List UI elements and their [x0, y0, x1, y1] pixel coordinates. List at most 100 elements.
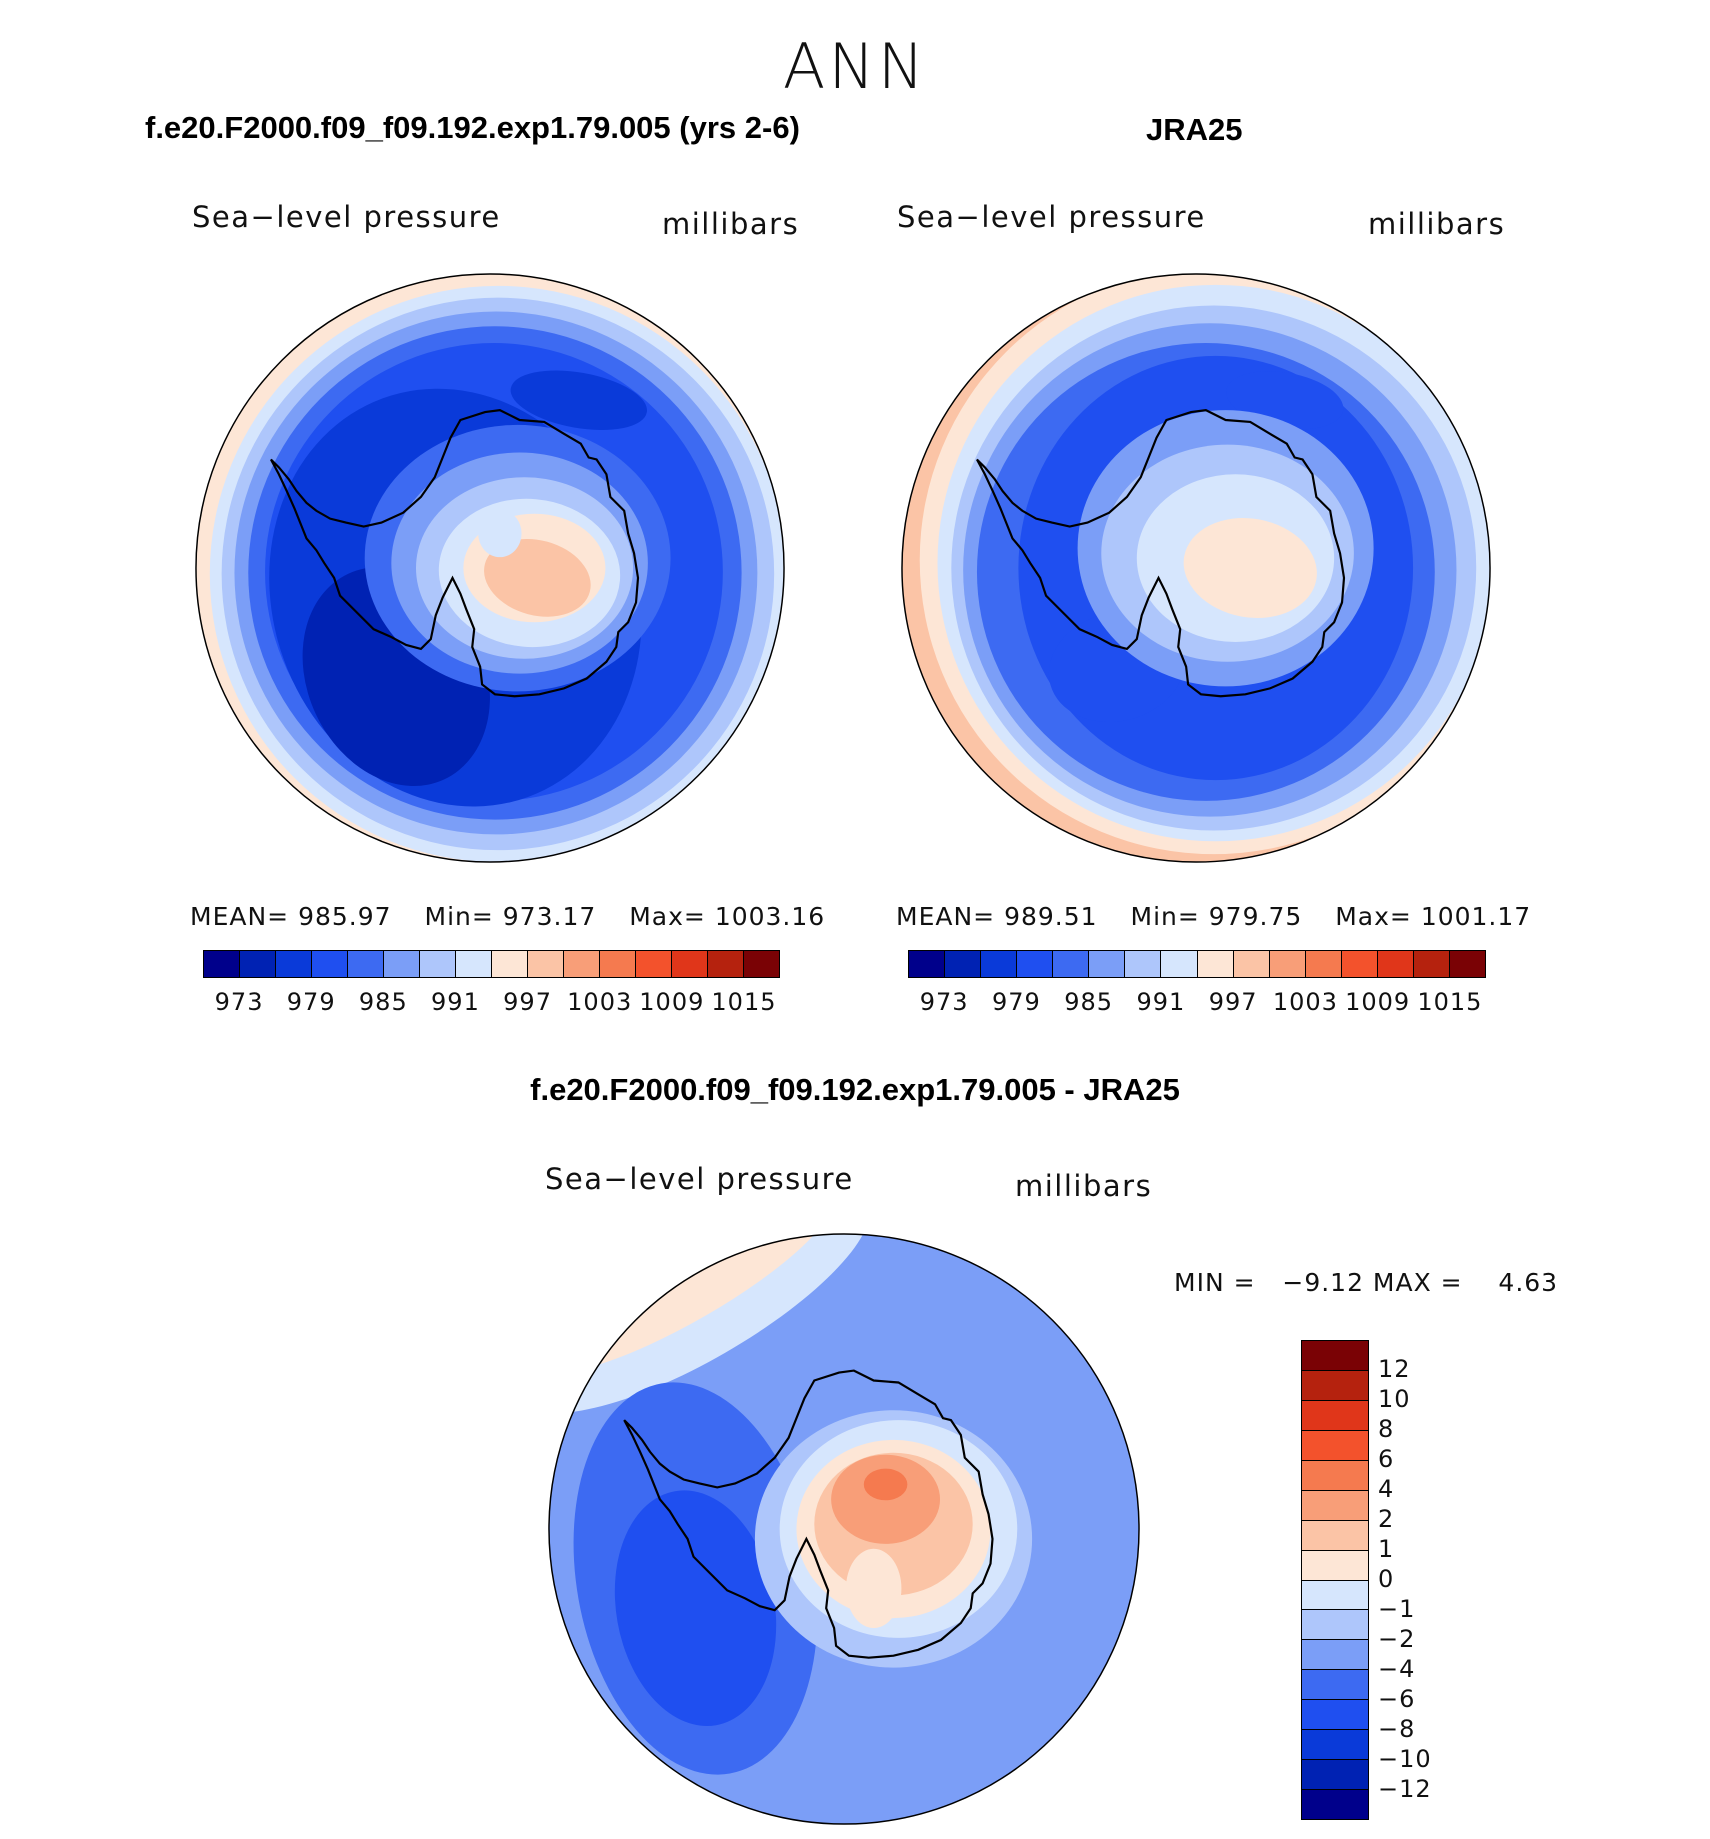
colorbar-swatch: [1269, 951, 1306, 977]
colorbar-swatch: [240, 951, 276, 977]
contour-band: [1183, 518, 1317, 618]
colorbar-swatch: [1017, 951, 1054, 977]
colorbar-swatch: [1302, 1640, 1368, 1671]
colorbar-swatch: [1377, 951, 1414, 977]
colorbar-swatch: [1302, 1730, 1368, 1761]
diff-left-label: Sea−level pressure: [545, 1162, 854, 1196]
colorbar-tick-label: 997: [1208, 988, 1258, 1016]
model-stats: MEAN= 985.97 Min= 973.17 Max= 1003.16: [190, 902, 825, 931]
contour-band: [478, 509, 522, 558]
colorbar-swatch: [1302, 1430, 1368, 1461]
colorbar-swatch: [276, 951, 312, 977]
colorbar-tick-label: −6: [1378, 1685, 1416, 1713]
colorbar-swatch: [1341, 951, 1378, 977]
colorbar-swatch: [348, 951, 384, 977]
max-value: 1003.16: [714, 902, 826, 931]
colorbar-swatch: [420, 951, 456, 977]
map-fill: [195, 273, 785, 863]
season-title: ANN: [782, 30, 928, 103]
colorbar-swatch: [1302, 1670, 1368, 1701]
difference-polar-map: [548, 1233, 1140, 1825]
diff-case-title: f.e20.F2000.f09_f09.192.exp1.79.005 - JR…: [530, 1072, 1180, 1107]
map-fill: [548, 1233, 1140, 1825]
colorbar-swatch: [1089, 951, 1126, 977]
colorbar-swatch: [1302, 1400, 1368, 1431]
map-fill: [901, 273, 1491, 863]
colorbar-swatch: [1233, 951, 1270, 977]
colorbar-swatch: [636, 951, 672, 977]
colorbar-swatch: [909, 951, 946, 977]
colorbar-swatch: [456, 951, 492, 977]
colorbar-tick-label: 2: [1378, 1505, 1395, 1533]
obs-colorbar: [908, 950, 1486, 978]
colorbar-tick-label: 8: [1378, 1415, 1395, 1443]
colorbar-swatch: [744, 951, 779, 977]
colorbar-tick-label: −4: [1378, 1655, 1416, 1683]
colorbar-swatch: [1413, 951, 1450, 977]
colorbar-tick-label: 1003: [567, 988, 633, 1016]
colorbar-tick-label: 6: [1378, 1445, 1395, 1473]
mean-value: 985.97: [298, 902, 392, 931]
colorbar-tick-label: 12: [1378, 1355, 1411, 1383]
colorbar-swatch: [981, 951, 1018, 977]
model-left-label: Sea−level pressure: [192, 200, 501, 234]
colorbar-swatch: [204, 951, 240, 977]
antarctica-coastline: [976, 409, 1346, 698]
obs-polar-map: [901, 273, 1491, 863]
colorbar-tick-label: −2: [1378, 1625, 1416, 1653]
colorbar-swatch: [528, 951, 564, 977]
colorbar-swatch: [1053, 951, 1090, 977]
colorbar-swatch: [1302, 1760, 1368, 1791]
model-colorbar-ticks: 973 979 985 991 997 1003 1009 1015: [203, 988, 780, 1018]
colorbar-tick-label: 1: [1378, 1535, 1395, 1563]
obs-stats: MEAN= 989.51 Min= 979.75 Max= 1001.17: [896, 902, 1531, 931]
map-boundary: [548, 1233, 1140, 1825]
colorbar-swatch: [600, 951, 636, 977]
colorbar-swatch: [384, 951, 420, 977]
model-colorbar: [203, 950, 780, 978]
colorbar-tick-label: 1009: [639, 988, 705, 1016]
colorbar-tick-label: 991: [1136, 988, 1186, 1016]
colorbar-swatch: [672, 951, 708, 977]
antarctica-coastline: [270, 409, 640, 698]
colorbar-swatch: [492, 951, 528, 977]
model-units-label: millibars: [662, 207, 800, 241]
colorbar-tick-label: −12: [1378, 1775, 1432, 1803]
contour-band: [510, 370, 647, 430]
colorbar-swatch: [1302, 1700, 1368, 1731]
map-boundary: [195, 273, 785, 863]
colorbar-tick-label: 985: [358, 988, 408, 1016]
mean-value: 989.51: [1004, 902, 1098, 931]
colorbar-swatch: [312, 951, 348, 977]
colorbar-swatch: [1302, 1460, 1368, 1491]
colorbar-tick-label: 979: [991, 988, 1041, 1016]
colorbar-swatch: [1302, 1341, 1368, 1371]
colorbar-swatch: [1125, 951, 1162, 977]
colorbar-swatch: [564, 951, 600, 977]
colorbar-swatch: [945, 951, 982, 977]
model-case-title: f.e20.F2000.f09_f09.192.exp1.79.005 (yrs…: [145, 110, 800, 145]
max-label: Max=: [1335, 902, 1412, 931]
min-value: 973.17: [502, 902, 597, 931]
colorbar-swatch: [1161, 951, 1198, 977]
colorbar-swatch: [1302, 1520, 1368, 1551]
colorbar-swatch: [1302, 1610, 1368, 1641]
colorbar-tick-label: 985: [1064, 988, 1114, 1016]
colorbar-swatch: [1197, 951, 1234, 977]
colorbar-swatch: [1302, 1790, 1368, 1819]
obs-case-title: JRA25: [1146, 112, 1243, 147]
min-value: 979.75: [1208, 902, 1303, 931]
negative-anomaly-region: [614, 1490, 777, 1727]
mean-label: MEAN=: [190, 902, 290, 931]
diff-colorbar-ticks: 12 10 8 6 4 2 1 0 −1 −2 −4 −6 −8 −10 −12: [1378, 1340, 1498, 1820]
colorbar-tick-label: 4: [1378, 1475, 1395, 1503]
colorbar-swatch: [1449, 951, 1485, 977]
colorbar-tick-label: 1009: [1345, 988, 1411, 1016]
diff-minmax: MIN = −9.12 MAX = 4.63: [1174, 1268, 1559, 1297]
contour-band: [484, 539, 591, 617]
antarctica-coastline: [623, 1369, 994, 1659]
min-label: Min=: [424, 902, 494, 931]
colorbar-swatch: [1302, 1550, 1368, 1581]
colorbar-tick-label: 1015: [711, 988, 777, 1016]
min-label: Min=: [1130, 902, 1200, 931]
